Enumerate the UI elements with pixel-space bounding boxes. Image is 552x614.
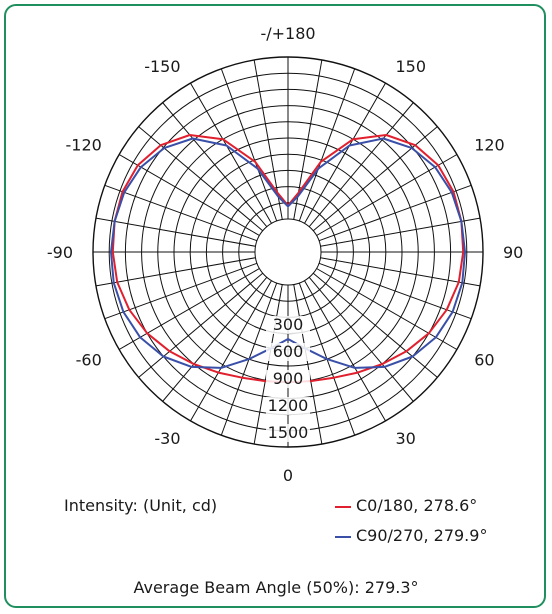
chart-frame	[4, 4, 546, 608]
radial-tick-label: 600	[273, 342, 304, 361]
grid-spoke	[190, 82, 272, 224]
grid-spoke	[104, 184, 258, 242]
average-beam-angle: Average Beam Angle (50%): 279.3°	[0, 578, 552, 597]
grid-spoke	[220, 68, 278, 222]
grid-spoke	[316, 154, 458, 236]
radial-tick-bg	[266, 424, 310, 442]
angle-label: 0	[283, 466, 293, 485]
radial-tick-label: 1500	[268, 423, 309, 442]
angle-label: -60	[76, 351, 102, 370]
grid-spoke	[320, 217, 481, 247]
grid-spoke	[316, 268, 458, 350]
grid-spoke	[95, 257, 256, 287]
radial-tick-label: 300	[273, 315, 304, 334]
grid-spoke	[253, 284, 283, 445]
angle-label: -30	[154, 429, 180, 448]
radial-tick-label: 1200	[268, 396, 309, 415]
grid-spoke	[293, 284, 323, 445]
angle-label: 60	[474, 351, 494, 370]
intensity-unit-label: Intensity: (Unit, cd)	[64, 496, 217, 515]
angle-label: -150	[144, 57, 180, 76]
angle-label: -120	[65, 136, 101, 155]
grid-spoke	[118, 268, 260, 350]
average-beam-angle-text: Average Beam Angle (50%): 279.3°	[133, 578, 419, 597]
grid-spoke	[312, 272, 438, 378]
legend-label-c0: C0/180, 278.6°	[356, 496, 478, 515]
legend-swatch-c0	[335, 505, 351, 508]
angle-label: 120	[474, 136, 505, 155]
radial-tick-bg	[266, 397, 310, 415]
radial-tick-label: 900	[273, 369, 304, 388]
grid-spoke	[308, 102, 414, 228]
radial-tick-bg	[266, 343, 310, 361]
grid-spoke	[138, 126, 264, 232]
grid-spoke	[298, 68, 356, 222]
grid-spoke	[312, 126, 438, 232]
grid-spoke	[95, 217, 256, 247]
legend-item-c0: C0/180, 278.6°	[335, 496, 477, 515]
grid-spoke	[318, 262, 472, 320]
intensity-unit-text: Intensity: (Unit, cd)	[64, 496, 218, 515]
radial-tick-bg	[266, 370, 310, 388]
grid-spoke	[104, 262, 258, 320]
angle-label: -/+180	[260, 24, 315, 43]
legend-label-c90: C90/270, 279.9°	[356, 526, 488, 545]
grid-spoke	[190, 280, 272, 422]
grid-spoke	[304, 280, 386, 422]
radial-tick-bg	[266, 316, 310, 334]
grid-spoke	[320, 257, 481, 287]
legend-swatch-c90	[335, 535, 351, 538]
angle-label: 150	[396, 57, 427, 76]
grid-spoke	[138, 272, 264, 378]
grid-spoke	[304, 82, 386, 224]
legend-item-c90: C90/270, 279.9°	[335, 526, 487, 545]
grid-ring	[254, 218, 322, 286]
grid-spoke	[318, 184, 472, 242]
angle-label: 90	[503, 243, 523, 262]
grid-spoke	[162, 276, 268, 402]
series-c0-curve	[111, 134, 465, 384]
angle-label: 30	[396, 429, 416, 448]
grid-spoke	[162, 102, 268, 228]
angle-label: -90	[47, 243, 73, 262]
grid-spoke	[308, 276, 414, 402]
grid-spoke	[118, 154, 260, 236]
